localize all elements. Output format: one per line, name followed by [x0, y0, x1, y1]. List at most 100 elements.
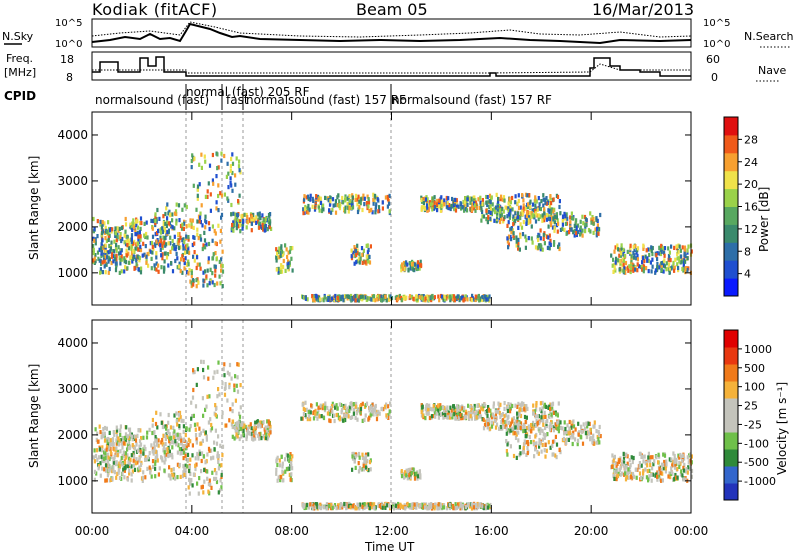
echo-cell [387, 413, 390, 418]
echo-cell [312, 198, 315, 203]
echo-cell [507, 220, 510, 225]
echo-cell [525, 221, 528, 226]
echo-cell [206, 469, 209, 474]
echo-cell [311, 294, 314, 299]
echo-cell [553, 228, 556, 233]
echo-cell [166, 434, 169, 440]
echo-cell [513, 431, 516, 436]
echo-cell [613, 454, 616, 459]
echo-cell [595, 440, 598, 445]
echo-cell [466, 297, 469, 302]
echo-cell [409, 467, 412, 472]
echo-cell [581, 214, 584, 219]
echo-cell [432, 503, 435, 508]
echo-cell [657, 470, 660, 475]
echo-cell [372, 201, 375, 206]
echo-cell [199, 215, 202, 220]
echo-cell [204, 214, 207, 219]
echo-cell [288, 249, 292, 254]
echo-cell [234, 182, 237, 187]
echo-cell [569, 435, 572, 440]
echo-cell [420, 195, 423, 200]
echo-cell [684, 469, 687, 474]
nsearch-label: N.Search [744, 30, 794, 43]
echo-cell [525, 238, 528, 243]
echo-cell [438, 298, 441, 303]
echo-cell [262, 434, 265, 439]
echo-cell [102, 244, 105, 249]
echo-cell [514, 211, 517, 216]
echo-cell [554, 453, 557, 458]
echo-cell [203, 230, 206, 235]
echo-cell [254, 436, 257, 441]
echo-cell [350, 254, 353, 259]
echo-cell [544, 425, 547, 431]
echo-cell [632, 250, 635, 256]
echo-cell [159, 227, 163, 232]
echo-cell [153, 448, 156, 453]
echo-cell [328, 411, 331, 417]
echo-cell [408, 261, 411, 266]
echo-cell [130, 453, 133, 458]
echo-cell [196, 187, 199, 192]
echo-cell [135, 242, 138, 247]
echo-cell [231, 402, 234, 407]
echo-cell [485, 208, 488, 213]
echo-cell [239, 405, 242, 410]
echo-cell [128, 471, 131, 476]
echo-cell [319, 200, 323, 205]
echo-cell [638, 463, 641, 468]
echo-cell [329, 418, 332, 424]
echo-cell [436, 208, 439, 213]
echo-cell [420, 407, 423, 412]
echo-cell [684, 477, 687, 482]
echo-cell [518, 445, 521, 450]
echo-cell [190, 158, 193, 164]
echo-cell [265, 435, 268, 441]
echo-cell [138, 439, 142, 444]
echo-cell [101, 431, 104, 436]
echo-cell [193, 235, 196, 240]
echo-cell [651, 246, 654, 251]
echo-cell [206, 194, 209, 199]
echo-cell [114, 257, 117, 262]
echo-cell [519, 413, 523, 419]
echo-cell [439, 412, 442, 417]
echo-cell [565, 212, 568, 217]
echo-cell [525, 452, 528, 457]
echo-cell [119, 438, 123, 443]
echo-cell [167, 412, 170, 418]
echo-cell [171, 218, 174, 223]
echo-cell [235, 432, 238, 437]
echo-cell [365, 201, 368, 206]
echo-cell [449, 405, 452, 410]
echo-cell [124, 441, 127, 446]
echo-cell [541, 428, 544, 433]
echo-cell [215, 471, 218, 476]
echo-cell [673, 245, 676, 250]
echo-cell [125, 239, 128, 244]
echo-cell [159, 235, 162, 240]
echo-cell [353, 245, 356, 250]
echo-cell [549, 194, 552, 199]
echo-cell [92, 258, 95, 263]
echo-cell [165, 424, 168, 429]
echo-cell [230, 183, 233, 188]
echo-cell [364, 403, 367, 408]
echo-cell [110, 252, 114, 257]
echo-cell [575, 225, 578, 230]
echo-cell [524, 428, 527, 434]
echo-cell [162, 227, 165, 232]
echo-cell [175, 251, 178, 256]
echo-cell [228, 382, 231, 387]
echo-cell [218, 274, 221, 279]
echo-cell [492, 401, 495, 406]
echo-cell [207, 489, 210, 494]
colorbar-swatch [724, 224, 738, 243]
echo-cell [397, 501, 400, 507]
echo-cell [203, 479, 206, 484]
echo-cell [314, 502, 317, 507]
echo-cell [623, 460, 626, 465]
echo-cell [163, 251, 166, 256]
echo-cell [302, 295, 306, 300]
